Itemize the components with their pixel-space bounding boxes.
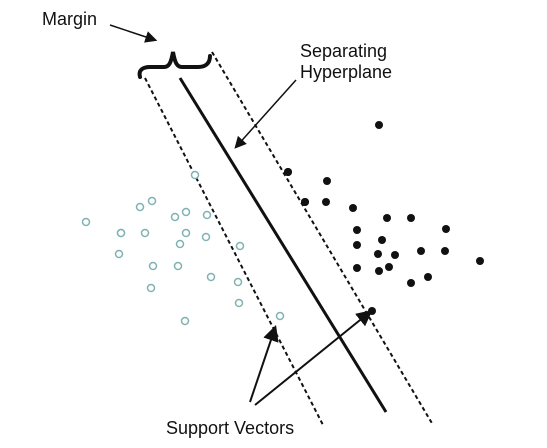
solid-point [284,168,292,176]
margin-arrow [110,25,155,40]
hollow-point [118,230,125,237]
solid-point [476,257,484,265]
solid-point [368,307,376,315]
hyperplane-label: Separating Hyperplane [300,41,392,83]
hollow-point [148,285,155,292]
hollow-point [116,251,123,258]
hollow-point [204,212,211,219]
solid-point [424,273,432,281]
hollow-point [142,230,149,237]
hollow-point [137,204,144,211]
hollow-point [149,198,156,205]
hollow-point [208,274,215,281]
solid-point [407,214,415,222]
solid-point [353,226,361,234]
hollow-point [203,234,210,241]
hollow-point [277,313,284,320]
solid-point [383,214,391,222]
hollow-point [172,214,179,221]
hollow-point [192,172,199,179]
hollow-point [182,318,189,325]
hollow-point [177,241,184,248]
hollow-point [237,243,244,250]
margin-boundary-left [145,78,323,425]
solid-point [353,241,361,249]
solid-point [391,251,399,259]
solid-point [374,250,382,258]
solid-point [375,121,383,129]
hollow-point [83,219,90,226]
margin-boundary-right [212,52,433,425]
solid-point [441,247,449,255]
solid-point [301,198,309,206]
margin-brace [140,52,210,77]
hyperplane-label-line-2: Hyperplane [300,62,392,83]
solid-point [375,267,383,275]
margin-label: Margin [42,9,97,30]
solid-point [385,263,393,271]
hyperplane-arrow [236,80,296,147]
solid-points-group [284,121,484,315]
solid-point [323,177,331,185]
solid-point [442,225,450,233]
hyperplane-label-line-1: Separating [300,41,392,62]
hollow-point [236,300,243,307]
hollow-point [183,209,190,216]
hollow-point [183,230,190,237]
solid-point [417,247,425,255]
hollow-point [150,263,157,270]
solid-point [322,198,330,206]
support-vectors-label: Support Vectors [166,418,294,439]
hollow-point [235,279,242,286]
solid-point [407,279,415,287]
solid-point [349,204,357,212]
hollow-point [175,263,182,270]
solid-point [353,264,361,272]
solid-point [378,236,386,244]
